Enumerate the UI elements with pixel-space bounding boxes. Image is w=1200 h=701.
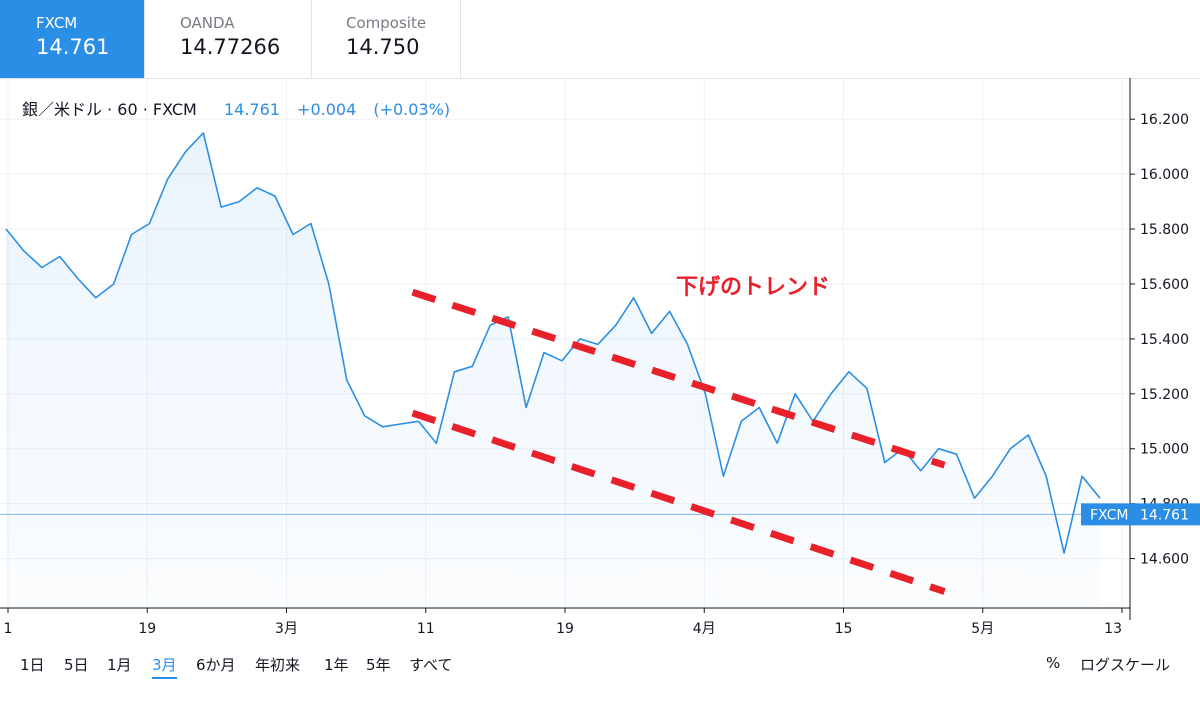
range-1m-button[interactable]: 1月 bbox=[107, 656, 132, 674]
y-tick-label: 14.600 bbox=[1140, 552, 1189, 568]
range-all-button[interactable]: すべて bbox=[409, 656, 453, 674]
x-tick-label: 5月 bbox=[971, 621, 994, 637]
tab-oanda-price: 14.77266 bbox=[180, 35, 281, 59]
y-tick-label: 16.200 bbox=[1140, 112, 1189, 128]
range-6m-button[interactable]: 6か月 bbox=[196, 656, 236, 674]
trend-lines bbox=[411, 288, 946, 595]
y-tick-label: 15.800 bbox=[1140, 222, 1189, 238]
percent-scale-button[interactable]: % bbox=[1046, 654, 1061, 672]
price-tag: FXCM 14.761 bbox=[1081, 503, 1200, 526]
x-tick-label: 4月 bbox=[693, 621, 716, 637]
tab-composite-name: Composite bbox=[346, 14, 427, 32]
trend-line bbox=[411, 288, 946, 469]
chart-legend: 銀／米ドル · 60 · FXCM 14.761 +0.004 (+0.03%) bbox=[22, 96, 462, 120]
y-tick-label: 15.600 bbox=[1140, 277, 1189, 293]
price-area bbox=[6, 132, 1100, 608]
tab-oanda-name: OANDA bbox=[180, 14, 235, 32]
range-5y-button[interactable]: 5年 bbox=[366, 656, 391, 674]
legend-change-pct: (+0.03%) bbox=[373, 100, 451, 119]
trend-line bbox=[411, 409, 946, 595]
range-3m-button[interactable]: 3月 bbox=[152, 654, 177, 679]
range-5d-button[interactable]: 5日 bbox=[64, 656, 89, 674]
range-toolbar: 1日 5日 1月 3月 6か月 年初来 1年 5年 すべて % ログスケール bbox=[0, 645, 1200, 685]
range-1d-button[interactable]: 1日 bbox=[20, 656, 45, 674]
legend-change: +0.004 bbox=[297, 100, 357, 119]
price-line bbox=[5, 132, 1101, 554]
y-tick-label: 15.000 bbox=[1140, 442, 1189, 458]
y-tick-label: 15.200 bbox=[1140, 387, 1189, 403]
range-1y-button[interactable]: 1年 bbox=[324, 656, 349, 674]
trend-annotation: 下げのトレンド bbox=[676, 275, 830, 300]
legend-values: 14.761 +0.004 (+0.03%) bbox=[224, 100, 462, 119]
price-tag-source: FXCM bbox=[1090, 507, 1128, 523]
tab-fxcm[interactable]: FXCM 14.761 bbox=[0, 0, 145, 78]
tab-fxcm-name: FXCM bbox=[36, 14, 78, 32]
x-tick-label: 19 bbox=[556, 621, 574, 637]
legend-last: 14.761 bbox=[223, 100, 280, 119]
range-ytd-button[interactable]: 年初来 bbox=[255, 656, 301, 674]
price-axis[interactable]: 14.60014.80015.00015.20015.40015.60015.8… bbox=[1130, 112, 1189, 568]
x-tick-label: 15 bbox=[835, 621, 853, 637]
x-tick-label: 19 bbox=[138, 621, 156, 637]
x-tick-label: 13 bbox=[1104, 621, 1122, 637]
legend-symbol: 銀／米ドル · 60 · FXCM bbox=[22, 100, 197, 119]
price-tag-value: 14.761 bbox=[1140, 507, 1189, 523]
tab-composite[interactable]: Composite 14.750 bbox=[312, 0, 461, 78]
x-tick-label: 11 bbox=[417, 621, 435, 637]
tab-fxcm-price: 14.761 bbox=[36, 35, 110, 59]
x-tick-label: 1 bbox=[4, 621, 13, 637]
tab-oanda[interactable]: OANDA 14.77266 bbox=[145, 0, 312, 78]
tab-composite-price: 14.750 bbox=[346, 35, 420, 59]
y-tick-label: 16.000 bbox=[1140, 167, 1189, 183]
symbol-tabs: FXCM 14.761 OANDA 14.77266 Composite 14.… bbox=[0, 0, 1200, 79]
price-chart[interactable]: 下げのトレンド 14.60014.80015.00015.20015.40015… bbox=[0, 78, 1200, 645]
log-scale-button[interactable]: ログスケール bbox=[1080, 656, 1171, 674]
time-axis[interactable]: 1 19 3月 11 19 4月 15 5月 13 bbox=[4, 608, 1123, 637]
x-tick-label: 3月 bbox=[275, 621, 298, 637]
y-tick-label: 15.400 bbox=[1140, 332, 1189, 348]
